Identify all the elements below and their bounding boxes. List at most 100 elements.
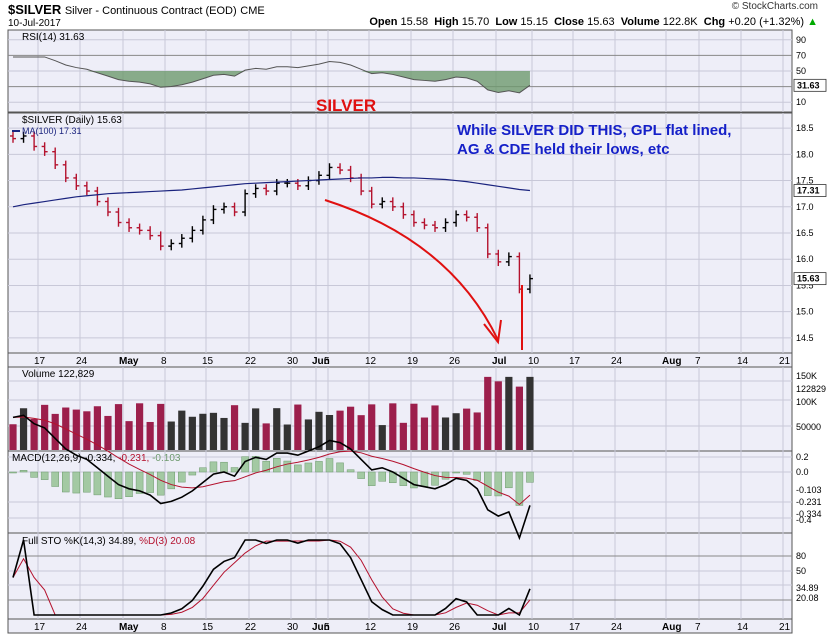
macd-histogram-bar <box>188 471 197 476</box>
sto-label: Full STO %K(14,3) 34.89, %D(3) 20.08 <box>22 536 196 547</box>
volume-bar <box>304 419 312 450</box>
low-label: Low <box>495 16 518 28</box>
price-bar <box>10 131 16 143</box>
macd-tick-label: -0.231 <box>796 497 822 507</box>
instrument-name: Silver - Continuous Contract (EOD) <box>64 5 237 17</box>
price-bar <box>20 131 27 143</box>
macd-histogram-bar <box>51 471 59 487</box>
ma-label: MA(100) 17.31 <box>22 126 82 136</box>
high-value: 15.70 <box>461 16 490 28</box>
sto-k-line <box>12 539 531 617</box>
volume-bar <box>167 421 175 450</box>
volume-bar <box>178 410 186 450</box>
macd-histogram-bar <box>420 471 429 487</box>
chg-value: +0.20 (+1.32%) <box>728 16 805 28</box>
volume-bar <box>526 376 534 450</box>
volume-bar <box>325 414 334 450</box>
volume-bar <box>125 421 133 450</box>
macd-histogram-bar <box>315 461 323 473</box>
annotation-title: SILVER <box>316 96 376 115</box>
macd-histogram-bar <box>167 471 175 490</box>
volume-bar <box>378 425 386 450</box>
price-bar <box>94 186 101 206</box>
volume-bar <box>93 406 101 450</box>
x-tick-label: 7 <box>695 356 701 367</box>
close-value: 15.63 <box>587 16 615 28</box>
volume-bar <box>505 376 513 450</box>
macd-histogram-bar <box>135 471 144 494</box>
ma100-line <box>12 176 531 208</box>
macd-histogram-bar <box>125 471 133 498</box>
macd-histogram-bar <box>526 471 534 483</box>
x-tick-label: 15 <box>202 356 214 367</box>
price-bar <box>337 163 344 175</box>
price-label: $SILVER (Daily) 15.63 <box>22 115 122 126</box>
sto-tick-label: 80 <box>796 551 806 561</box>
volume-bar <box>389 403 397 450</box>
macd-signal-line <box>12 416 531 506</box>
price-bar <box>231 202 238 217</box>
x-tick-label-bottom: 30 <box>287 622 299 633</box>
x-tick-label: 10 <box>528 356 540 367</box>
ma-value-badge: 17.31 <box>797 186 820 196</box>
volume-bars <box>9 376 534 450</box>
volume-bar <box>420 417 429 450</box>
price-bar <box>41 142 48 156</box>
gridlines <box>8 30 792 619</box>
macd-label: MACD(12,26,9) -0.334, -0.231, -0.103 <box>12 453 181 464</box>
macd-histogram-bar <box>156 471 165 496</box>
rsi-fill <box>13 71 530 93</box>
x-tick-label: 30 <box>287 356 299 367</box>
volume-bar <box>188 416 196 450</box>
volume-bar <box>399 422 407 450</box>
price-bar <box>505 252 512 267</box>
x-tick-label: 12 <box>365 356 377 367</box>
high-label: High <box>434 16 459 28</box>
price-bar <box>410 210 417 227</box>
macd-histogram-bar <box>83 471 91 493</box>
price-bar <box>115 207 122 227</box>
sto-tick-label: 50 <box>796 566 806 576</box>
rsi-series <box>13 56 531 94</box>
macd-histogram-bar <box>462 471 471 475</box>
sto-tick-label: 20.08 <box>796 593 819 603</box>
annotation-note-line1: While SILVER DID THIS, GPL flat lined, <box>457 122 731 139</box>
macd-histogram-bar <box>452 471 460 474</box>
low-value: 15.15 <box>520 16 548 28</box>
price-bar <box>495 249 502 267</box>
price-bar <box>178 234 185 248</box>
x-tick-label-bottom: 22 <box>245 622 257 633</box>
macd-histogram-bar <box>104 471 112 498</box>
brand-logo[interactable]: © StockCharts.com <box>731 1 818 12</box>
price-bar <box>284 178 291 188</box>
price-bar <box>52 147 59 170</box>
x-tick-label: 8 <box>161 356 167 367</box>
macd-histogram-bar <box>484 471 492 496</box>
price-bar <box>104 197 111 217</box>
macd-histogram-bar <box>367 471 376 486</box>
volume-bar <box>136 403 144 450</box>
macd-histogram-bar <box>19 470 28 473</box>
x-tick-label-bottom: 7 <box>695 622 701 633</box>
volume-bar <box>515 386 523 450</box>
macd-histogram-bar <box>178 471 186 483</box>
price-tick-label: 15.0 <box>796 307 814 317</box>
price-bar <box>400 202 407 219</box>
x-tick-label-bottom: 24 <box>611 622 623 633</box>
price-bar <box>189 226 196 243</box>
volume-bar <box>262 423 270 450</box>
volume-bar <box>357 415 365 450</box>
volume-bar <box>294 404 302 450</box>
x-tick-label-bottom: 21 <box>779 622 791 633</box>
symbol: $SILVER <box>8 2 62 17</box>
x-tick-label: May <box>119 356 139 367</box>
price-bars <box>10 131 533 294</box>
x-tick-label: 19 <box>407 356 419 367</box>
price-tick-label: 17.5 <box>796 176 814 186</box>
axis-labels: 907050301018.518.017.517.016.516.015.515… <box>34 35 827 633</box>
price-tick-label: 14.5 <box>796 333 814 343</box>
price-tick-label: 15.5 <box>796 280 814 290</box>
price-bar <box>168 239 175 251</box>
price-bar <box>62 160 69 183</box>
